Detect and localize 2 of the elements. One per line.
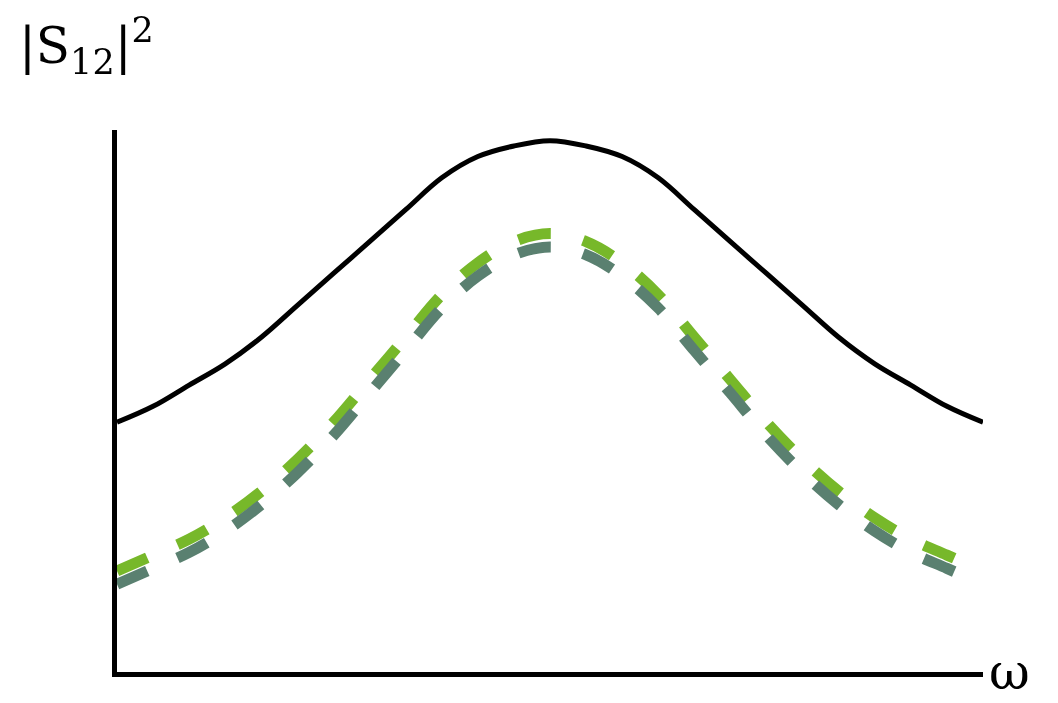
y-axis-title: |S$_{12}$|$^{2}$ [19, 10, 154, 82]
x-axis-title: ω [989, 643, 1030, 701]
